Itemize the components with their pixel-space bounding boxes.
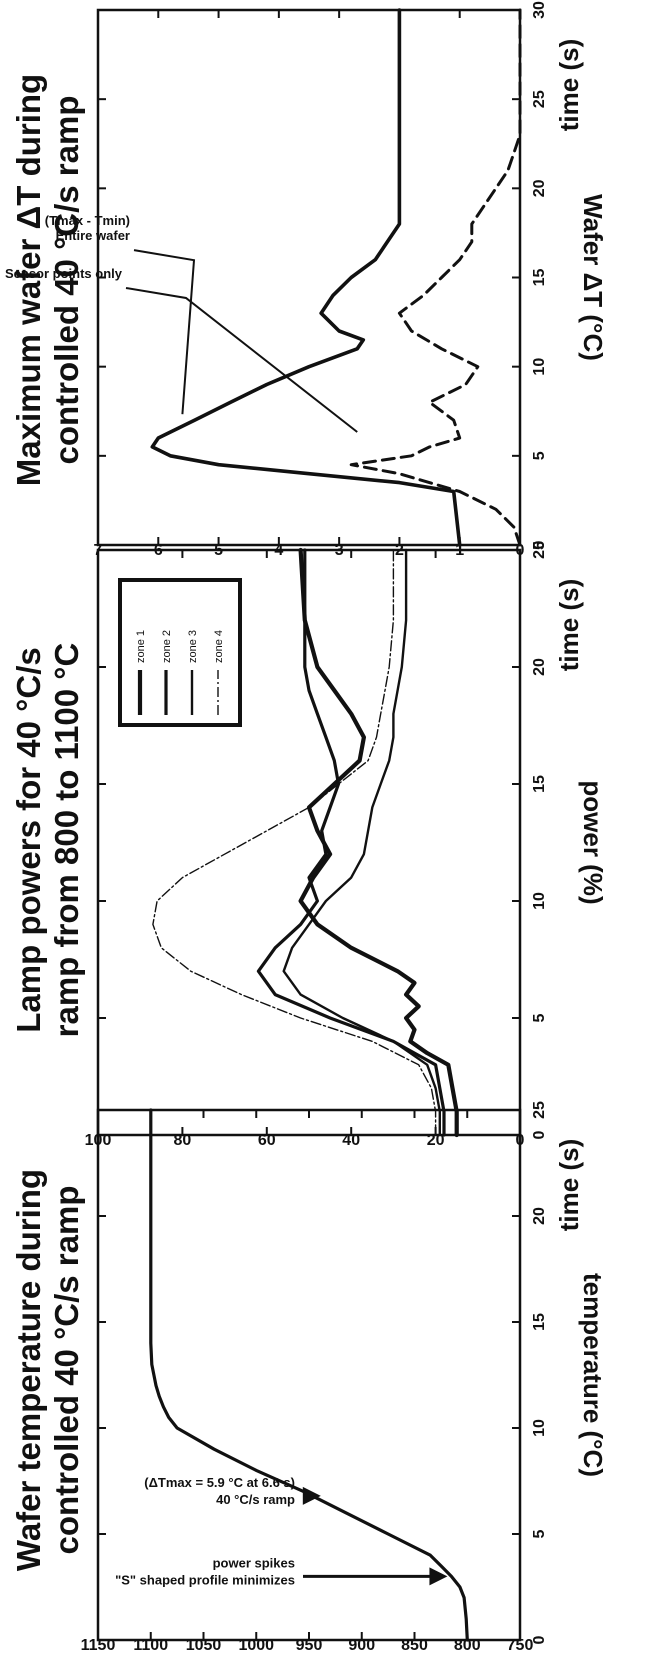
y-tick-label: 950: [296, 1637, 323, 1654]
rotated-figure-group: Wafer temperature during controlled 40 °C…: [5, 1, 608, 1654]
annotation-text: Entire wafer: [56, 228, 130, 243]
x-tick-label: 25: [531, 541, 548, 559]
x-axis-label: time (s): [554, 1139, 584, 1231]
x-tick-label: 10: [531, 358, 548, 376]
x-tick-label: 5: [531, 451, 548, 460]
annotation-arrowhead: [429, 1567, 448, 1586]
y-tick-label: 850: [401, 1637, 428, 1654]
y-tick-label: 0: [516, 1132, 525, 1149]
y-tick-label: 1000: [238, 1637, 274, 1654]
y-tick-label: 1150: [81, 1637, 116, 1654]
annotation-arrowhead: [302, 1486, 321, 1505]
y-tick-label: 6: [154, 542, 163, 559]
legend: zone 1 zone 2 zone 3 zone 4: [118, 578, 242, 727]
plot-frame: [96, 1108, 522, 1642]
annotation-text: Sensor points only: [5, 266, 123, 281]
y-tick-label: 800: [454, 1637, 481, 1654]
chart-title-line: controlled 40 °C/s ramp: [48, 96, 85, 465]
y-axis-label: Wafer ΔT (°C): [578, 194, 608, 361]
y-tick-label: 20: [427, 1132, 445, 1149]
series-line-2-4: [152, 549, 437, 1136]
series-line-3-1: [150, 8, 462, 547]
x-tick-label: 15: [531, 1313, 548, 1331]
legend-label: zone 4: [213, 630, 225, 663]
chart-panel-1: Wafer temperature during controlled 40 °C…: [10, 1101, 608, 1654]
y-tick-label: 1100: [133, 1637, 168, 1654]
x-tick-label: 5: [531, 1529, 548, 1538]
x-tick-label: 10: [531, 892, 548, 910]
annotation-leader: [125, 287, 358, 433]
y-axis-label: power (%): [578, 780, 608, 904]
chart-title-line: Maximum wafer ΔT during: [10, 74, 47, 486]
y-tick-label: 900: [348, 1637, 375, 1654]
chart-panel-3: Maximum wafer ΔT during controlled 40 °C/…: [5, 1, 608, 559]
x-tick-label: 20: [531, 1207, 548, 1225]
chart-title-line: controlled 40 °C/s ramp: [48, 1186, 85, 1555]
x-tick-label: 5: [531, 1013, 548, 1022]
annotation-text: 40 °C/s ramp: [216, 1492, 295, 1507]
annotation-text: "S" shaped profile minimizes: [115, 1572, 295, 1587]
y-tick-label: 80: [174, 1132, 192, 1149]
legend-label: zone 2: [161, 630, 173, 663]
x-tick-label: 0: [531, 1635, 548, 1644]
chart-title-line: Lamp powers for 40 °C/s: [10, 647, 47, 1032]
y-axis-label: temperature (°C): [578, 1273, 608, 1477]
annotation-text: (ΔTmax = 5.9 °C at 6.6 s): [144, 1475, 295, 1490]
x-axis-label: time (s): [554, 579, 584, 671]
plot-frame: [96, 548, 522, 1137]
x-tick-label: 20: [531, 179, 548, 197]
y-tick-label: 1: [455, 542, 464, 559]
annotation-2: "S" shaped profile minimizes power spikes: [115, 1555, 448, 1587]
annotation-text: (Tmax - Tmin): [45, 213, 130, 228]
y-tick-label: 750: [507, 1637, 534, 1654]
legend-box: [118, 578, 242, 727]
x-tick-label: 15: [531, 269, 548, 287]
legend-label: zone 3: [187, 630, 199, 663]
series-line-3-2: [349, 8, 522, 547]
series-line-2-2: [256, 548, 446, 1137]
annotation-1: 40 °C/s ramp (ΔTmax = 5.9 °C at 6.6 s): [144, 1475, 321, 1507]
x-tick-label: 25: [531, 1101, 548, 1119]
y-tick-label: 1050: [186, 1637, 222, 1654]
chart-title-line: Wafer temperature during: [10, 1169, 47, 1571]
y-tick-label: 4: [274, 542, 283, 559]
series-line-2-3: [282, 548, 441, 1137]
x-tick-label: 0: [531, 1130, 548, 1139]
y-tick-label: 5: [214, 542, 223, 559]
x-tick-label: 10: [531, 1419, 548, 1437]
x-tick-label: 25: [531, 90, 548, 108]
series-line-2-1: [298, 547, 459, 1138]
legend-label: zone 1: [135, 630, 147, 663]
x-tick-label: 15: [531, 775, 548, 793]
series-line-1-1: [149, 1108, 469, 1642]
x-axis-label: time (s): [554, 39, 584, 131]
annotation-2: Sensor points only: [5, 266, 358, 433]
plot-frame: [96, 8, 522, 547]
chart-panel-2: Lamp powers for 40 °C/s ramp from 800 to …: [10, 541, 608, 1149]
x-tick-label: 20: [531, 658, 548, 676]
annotation-1: Entire wafer(Tmax - Tmin): [45, 213, 196, 415]
y-tick-label: 2: [395, 542, 404, 559]
y-tick-label: 0: [516, 542, 525, 559]
y-tick-label: 40: [342, 1132, 360, 1149]
chart-title-line: ramp from 800 to 1100 °C: [48, 643, 85, 1038]
y-tick-label: 7: [94, 542, 103, 559]
y-tick-label: 3: [335, 542, 344, 559]
annotation-leader: [133, 249, 196, 415]
y-tick-label: 60: [258, 1132, 276, 1149]
x-tick-label: 30: [531, 1, 548, 19]
annotation-text: power spikes: [213, 1555, 295, 1570]
x-tick-label: 0: [531, 540, 548, 549]
y-tick-label: 100: [85, 1132, 112, 1149]
